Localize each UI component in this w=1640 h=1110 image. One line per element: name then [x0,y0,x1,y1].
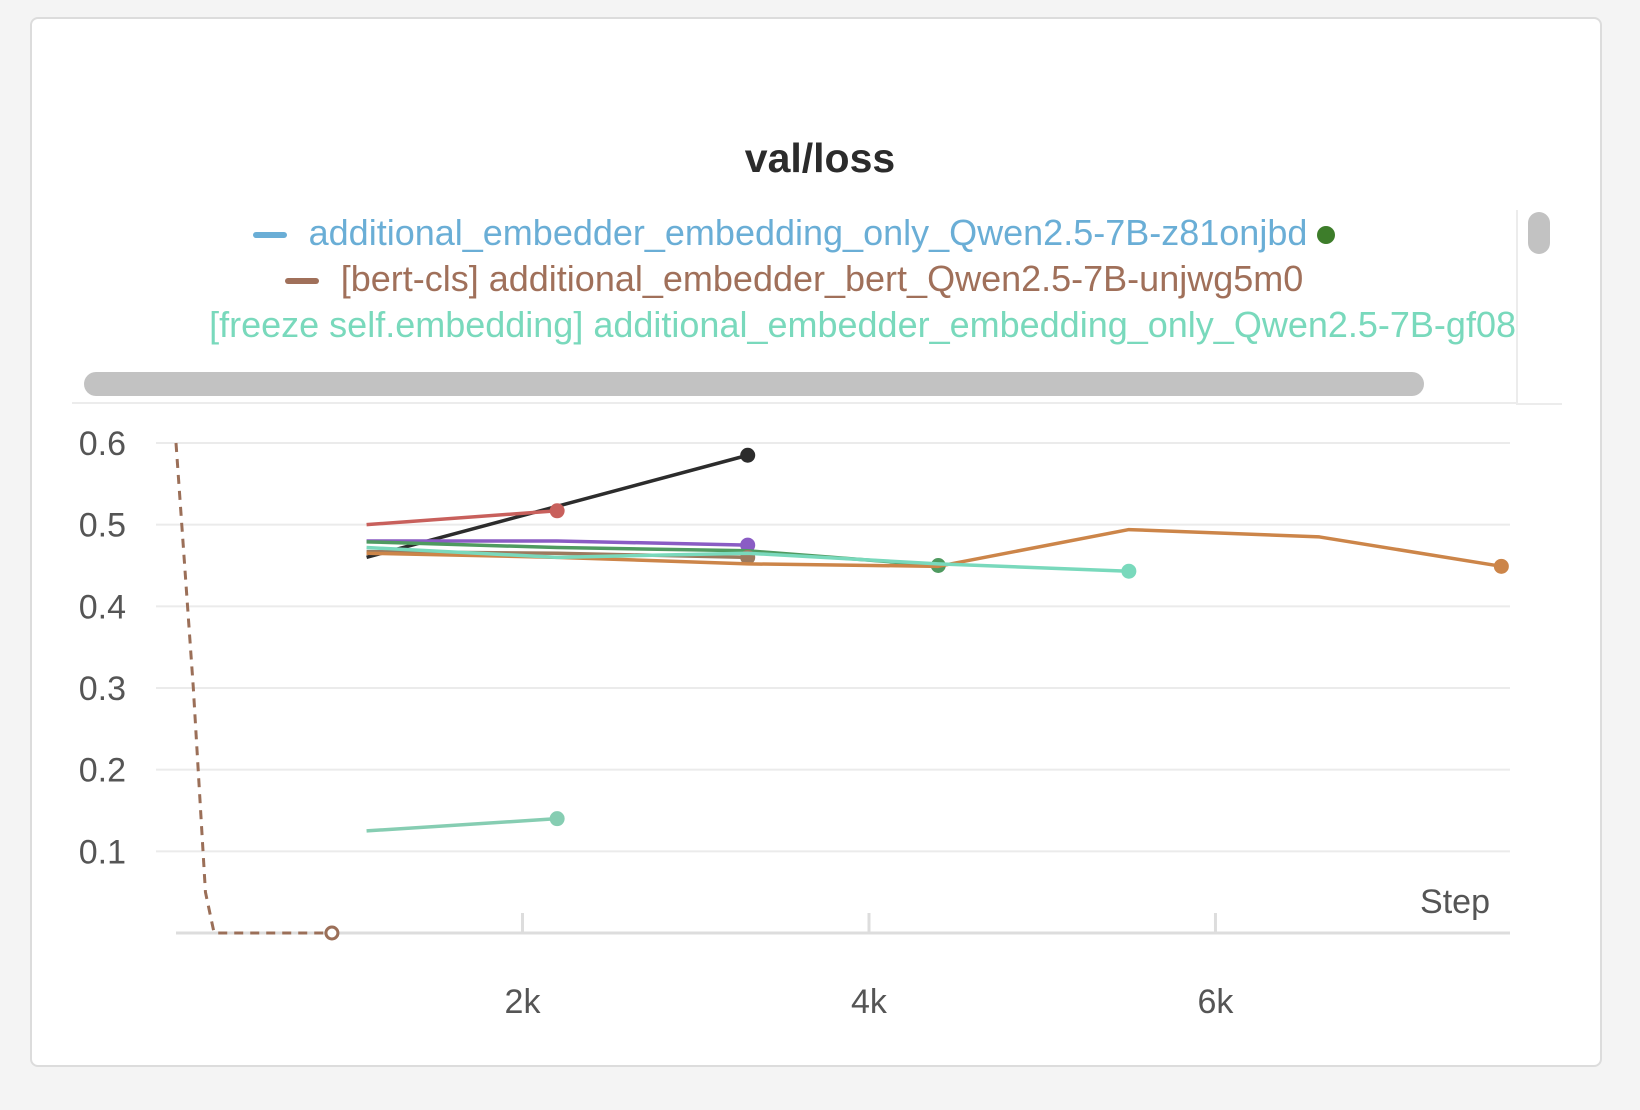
legend-label: additional_embedder_embedding_only_Qwen2… [308,212,1308,253]
series-line [366,509,558,527]
x-tick-label: 4k [851,983,888,1021]
series-end-point [549,503,565,519]
y-tick-label: 0.2 [79,752,126,790]
y-tick-label: 0.4 [79,588,126,626]
legend-label: [freeze self.embedding] additional_embed… [209,304,1516,345]
y-tick-label: 0.6 [79,425,126,463]
x-tick-label: 6k [1198,983,1235,1021]
series-end-point [740,537,756,553]
legend-horizontal-scrollbar[interactable] [84,372,1424,396]
legend-item-gf08[interactable]: [freeze self.embedding] additional_embed… [72,302,1516,348]
chart-title: val/loss [744,135,896,181]
x-tick-label: 2k [505,983,542,1021]
y-tick-label: 0.3 [79,670,126,708]
x-axis-label: Step [1420,883,1490,921]
legend-horizontal-scroll-track [72,362,1516,404]
run-status-dot-icon [1317,226,1336,245]
series-line [366,816,558,833]
y-tick-label: 0.5 [79,507,126,545]
legend-item-z81onjbd[interactable]: additional_embedder_embedding_only_Qwen2… [72,210,1516,256]
legend-label: [bert-cls] additional_embedder_bert_Qwen… [340,258,1304,299]
series-end-point [740,447,756,463]
series-end-point [1493,558,1509,574]
series-end-point [549,811,565,827]
series-line [366,539,748,547]
legend-swatch-icon [284,278,319,285]
legend-scroll-gutter [1516,210,1562,405]
series-line [174,442,332,935]
legend: additional_embedder_embedding_only_Qwen2… [72,210,1516,360]
legend-clip: [freeze self.embedding] additional_embed… [72,302,1516,348]
legend-swatch-icon [252,232,287,239]
series-end-point [1121,563,1137,579]
series-end-point [324,925,340,941]
series-line [366,545,1129,573]
y-tick-label: 0.1 [79,833,126,871]
legend-item-unjwg5m0[interactable]: [bert-cls] additional_embedder_bert_Qwen… [72,256,1516,302]
legend-vertical-scrollbar[interactable] [1528,212,1550,254]
